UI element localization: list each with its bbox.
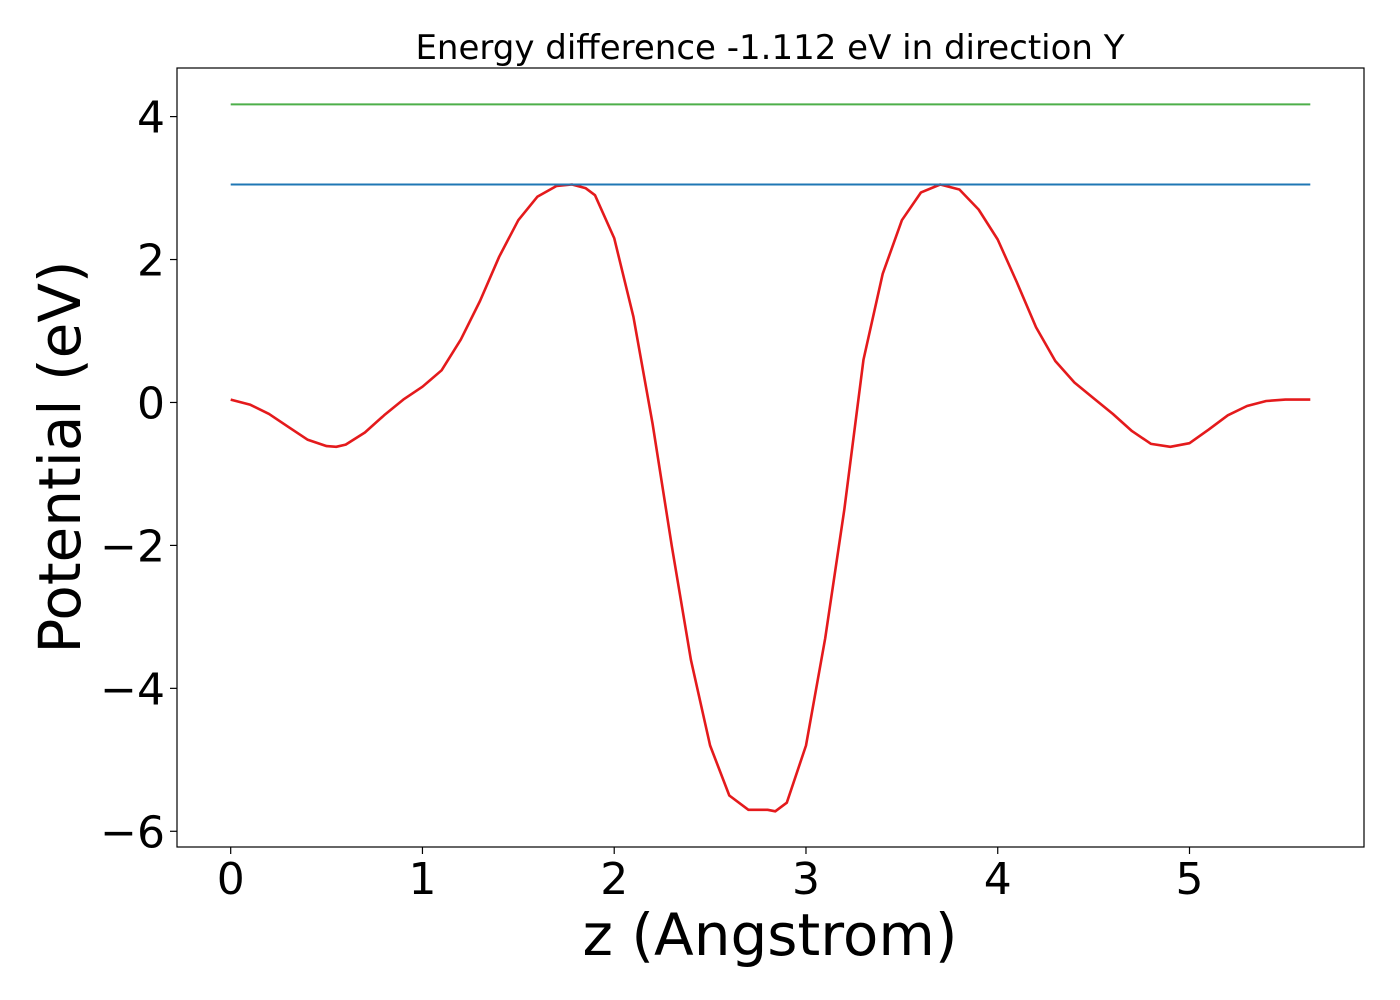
x-axis-label: z (Angstrom) — [583, 901, 958, 969]
x-tick-label: 4 — [984, 854, 1012, 905]
y-tick-label: 0 — [137, 378, 165, 429]
x-axis-ticks: 0 1 2 3 4 5 — [217, 847, 1203, 905]
y-tick-label: −4 — [100, 664, 165, 715]
chart-title: Energy difference -1.112 eV in direction… — [415, 28, 1124, 68]
plot-frame — [176, 67, 1365, 848]
y-axis-ticks: −6 −4 −2 0 2 4 — [100, 93, 177, 858]
y-tick-label: 4 — [137, 93, 165, 144]
x-tick-label: 2 — [600, 854, 628, 905]
x-tick-label: 5 — [1175, 854, 1203, 905]
y-tick-label: −2 — [100, 521, 165, 572]
potential-curve — [230, 183, 1311, 813]
y-axis-label: Potential (eV) — [26, 260, 94, 653]
y-tick-label: 2 — [137, 236, 165, 287]
x-tick-label: 0 — [217, 854, 245, 905]
x-tick-label: 1 — [408, 854, 436, 905]
plot-lines — [230, 103, 1311, 813]
x-tick-label: 3 — [792, 854, 820, 905]
y-tick-label: −6 — [100, 807, 165, 858]
